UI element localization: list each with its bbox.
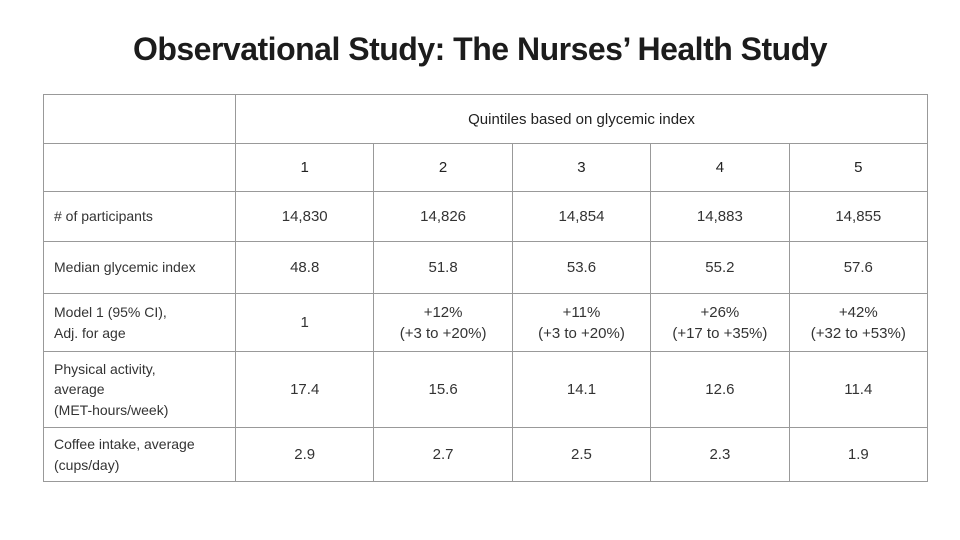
- row-label: Coffee intake, average (cups/day): [43, 427, 236, 482]
- table-cell: +12% (+3 to +20%): [373, 293, 513, 352]
- table-cell: 2.5: [511, 427, 652, 482]
- quintile-column-header: 4: [650, 143, 790, 192]
- table-cell: 2.9: [234, 427, 375, 482]
- table-cell: 17.4: [234, 351, 375, 428]
- table-cell: 14,830: [234, 191, 375, 242]
- row-label: # of participants: [43, 191, 236, 242]
- table-cell: 1.9: [788, 427, 929, 482]
- table-cell: 51.8: [373, 241, 513, 294]
- table-cell: 14,855: [788, 191, 929, 242]
- table-row-physical-activity: Physical activity, average (MET-hours/we…: [43, 351, 929, 428]
- table-cell: 15.6: [373, 351, 513, 428]
- table-column-header-row: 1 2 3 4 5: [43, 143, 929, 192]
- table-cell: 53.6: [511, 241, 652, 294]
- table-row-coffee-intake: Coffee intake, average (cups/day) 2.9 2.…: [43, 427, 929, 482]
- quintile-column-header: 1: [234, 143, 375, 192]
- table-cell: 48.8: [234, 241, 375, 294]
- table-cell: 55.2: [650, 241, 790, 294]
- row-label: Physical activity, average (MET-hours/we…: [43, 351, 236, 428]
- group-header-cell: Quintiles based on glycemic index: [234, 94, 929, 144]
- table-cell: +11% (+3 to +20%): [511, 293, 652, 352]
- row-label: Model 1 (95% CI), Adj. for age: [43, 293, 236, 352]
- row-label: Median glycemic index: [43, 241, 236, 294]
- table-cell: +26% (+17 to +35%): [650, 293, 790, 352]
- table-cell: 57.6: [788, 241, 929, 294]
- page-title: Observational Study: The Nurses’ Health …: [132, 31, 828, 67]
- table-cell: 12.6: [650, 351, 790, 428]
- table-row-median-glycemic-index: Median glycemic index 48.8 51.8 53.6 55.…: [43, 241, 929, 294]
- table-cell: 2.3: [650, 427, 790, 482]
- empty-corner-cell: [43, 143, 236, 192]
- table-cell: 14,826: [373, 191, 513, 242]
- table-cell: 14,883: [650, 191, 790, 242]
- table-row-model-1: Model 1 (95% CI), Adj. for age 1 +12% (+…: [43, 293, 929, 352]
- quintile-column-header: 2: [373, 143, 513, 192]
- table-cell: 1: [234, 293, 375, 352]
- study-results-table: Quintiles based on glycemic index 1 2 3 …: [43, 94, 929, 482]
- table-cell: 11.4: [788, 351, 929, 428]
- table-cell: 14.1: [511, 351, 652, 428]
- table-cell: 2.7: [373, 427, 513, 482]
- quintile-column-header: 3: [511, 143, 652, 192]
- table-cell: +42% (+32 to +53%): [788, 293, 929, 352]
- table-cell: 14,854: [511, 191, 652, 242]
- quintile-column-header: 5: [788, 143, 929, 192]
- table-group-header-row: Quintiles based on glycemic index: [43, 94, 929, 144]
- empty-corner-cell: [43, 94, 236, 144]
- table-row-participants: # of participants 14,830 14,826 14,854 1…: [43, 191, 929, 242]
